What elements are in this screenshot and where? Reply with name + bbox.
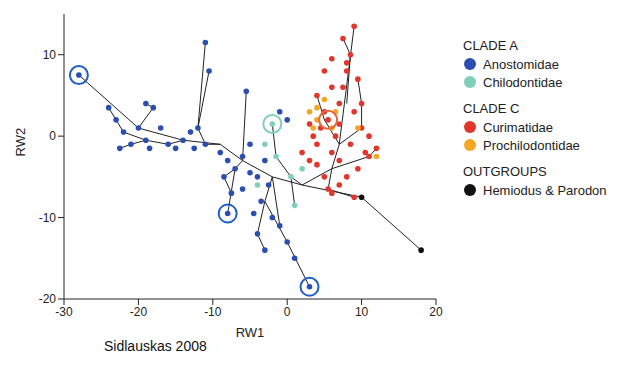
svg-text:10: 10 [43, 48, 57, 62]
html-text:CLADE C: CLADE C [463, 101, 520, 116]
html-text:CLADE A: CLADE A [463, 38, 518, 53]
html-text:OUTGROUPS: OUTGROUPS [463, 164, 547, 179]
html-text:Sidlauskas 2008: Sidlauskas 2008 [104, 338, 207, 354]
html-text:Curimatidae: Curimatidae [483, 119, 554, 135]
svg-text:-30: -30 [55, 305, 73, 319]
svg-text:20: 20 [429, 305, 443, 319]
html-text:Chilodontidae: Chilodontidae [483, 74, 563, 90]
svg-text:10: 10 [355, 305, 369, 319]
svg-text:0: 0 [49, 129, 56, 143]
html-text:Prochilodontidae: Prochilodontidae [483, 137, 580, 153]
svg-text:-10: -10 [39, 211, 57, 225]
svg-text:-20: -20 [130, 305, 148, 319]
svg-text:-10: -10 [204, 305, 222, 319]
html-text:Anostomidae: Anostomidae [483, 56, 559, 72]
html-text:Hemiodus & Parodon: Hemiodus & Parodon [483, 182, 607, 198]
svg-text:0: 0 [284, 305, 291, 319]
svg-text:RW1: RW1 [236, 325, 265, 340]
svg-text:-20: -20 [39, 292, 57, 306]
svg-text:RW2: RW2 [13, 128, 28, 157]
